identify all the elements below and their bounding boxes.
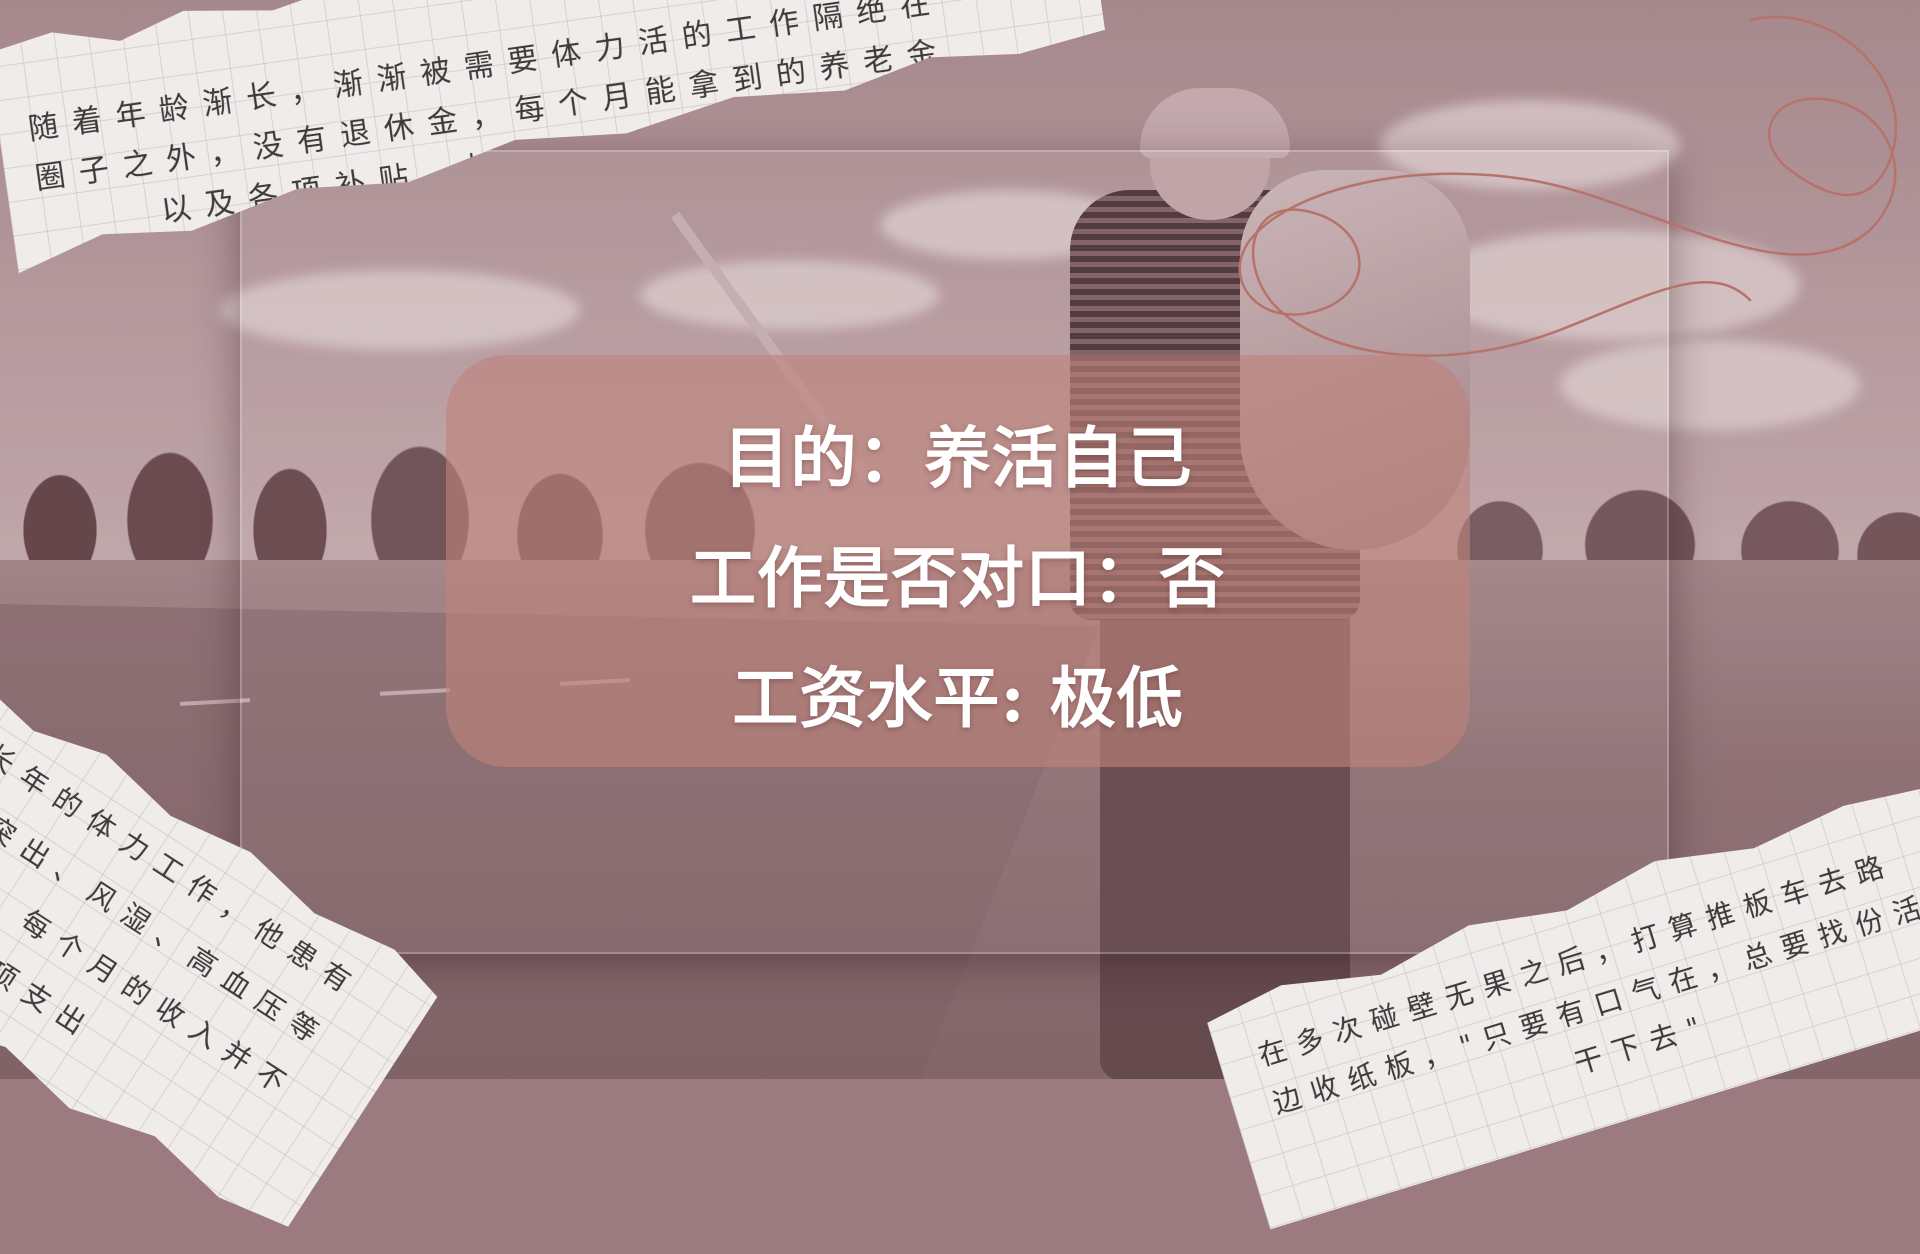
cloud (1560, 340, 1860, 430)
cloud (640, 260, 940, 330)
job-match-line: 工作是否对口：否 (690, 539, 1226, 617)
inner-frame (240, 150, 1669, 954)
wage-level-line: 工资水平: 极低 (732, 659, 1184, 737)
text-card (446, 355, 1470, 767)
purpose-line: 目的：养活自己 (723, 419, 1193, 497)
decorative-swirl (1238, 15, 1898, 357)
man-cap (1140, 88, 1290, 158)
cloud (1420, 230, 1800, 340)
cloud (220, 270, 580, 350)
